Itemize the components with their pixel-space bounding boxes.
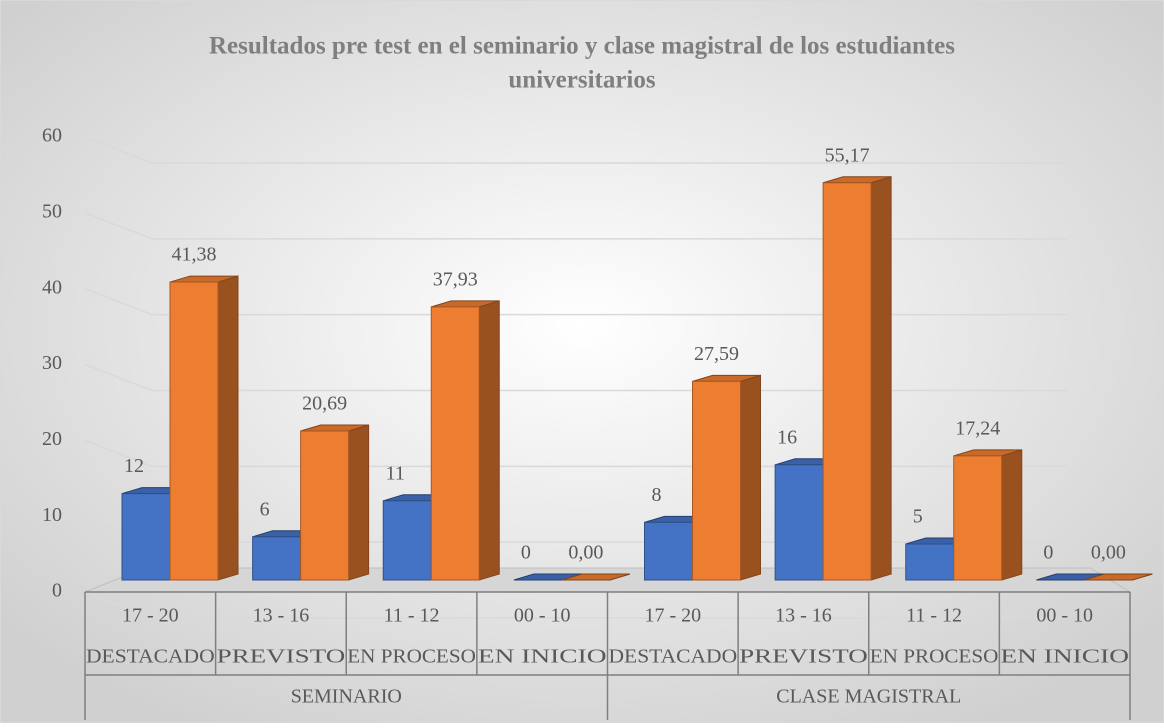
grid-line <box>84 287 1067 316</box>
y-tick-label: 30 <box>42 352 62 374</box>
data-label: 0 <box>1043 542 1053 564</box>
data-label: 0 <box>521 542 531 564</box>
bar-top <box>561 573 631 581</box>
x-tick-label: 17 - 20 <box>644 605 701 627</box>
x-group-label: SEMINARIO <box>291 686 402 708</box>
x-group-label: CLASE MAGISTRAL <box>776 686 961 708</box>
x-level-label: PREVISTO <box>739 646 868 668</box>
data-label: 8 <box>652 484 662 506</box>
bar <box>121 493 171 581</box>
bar <box>300 430 350 581</box>
data-label: 55,17 <box>825 144 870 166</box>
data-label: 16 <box>777 426 797 448</box>
x-tick-label: 00 - 10 <box>514 605 571 627</box>
data-label: 0,00 <box>568 542 603 564</box>
data-label: 12 <box>124 455 144 477</box>
y-tick-label: 40 <box>42 276 62 298</box>
data-label: 20,69 <box>302 393 347 415</box>
data-label: 37,93 <box>433 268 478 290</box>
x-tick-label: 11 - 12 <box>384 605 440 627</box>
x-level-label: PREVISTO <box>217 646 346 668</box>
chart-title: universitarios <box>508 67 655 94</box>
bar-side <box>478 300 500 581</box>
grid-line <box>84 439 1067 468</box>
data-label: 11 <box>386 462 405 484</box>
bar-side <box>217 275 239 581</box>
grid-line <box>84 591 1067 619</box>
y-tick-label: 0 <box>52 580 62 602</box>
y-tick-label: 60 <box>42 125 62 147</box>
bar <box>774 464 824 581</box>
bar <box>822 182 872 581</box>
y-tick-label: 10 <box>42 504 62 526</box>
x-level-label: EN PROCESO <box>870 646 999 668</box>
x-tick-label: 13 - 16 <box>775 605 832 627</box>
bar <box>953 455 1003 581</box>
x-tick-label: 13 - 16 <box>253 605 310 627</box>
bar-side <box>870 176 892 581</box>
chart-title: Resultados pre test en el seminario y cl… <box>209 33 955 60</box>
bar-side <box>740 374 761 581</box>
data-label: 41,38 <box>172 244 217 266</box>
data-label: 17,24 <box>955 417 1000 439</box>
grid-line <box>84 363 1067 392</box>
bar <box>692 380 741 581</box>
y-tick-label: 50 <box>42 200 62 222</box>
x-level-label: EN INICIO <box>478 646 607 668</box>
grid-line <box>84 136 1067 164</box>
bar-side <box>348 424 370 581</box>
y-tick-label: 20 <box>42 428 62 450</box>
bar-top <box>1084 573 1153 581</box>
bar <box>252 536 302 581</box>
x-level-label: DESTACADO <box>609 646 738 668</box>
data-label: 0,00 <box>1091 542 1126 564</box>
bar <box>382 500 432 581</box>
x-tick-label: 00 - 10 <box>1036 605 1093 627</box>
bar-side <box>1001 449 1023 581</box>
data-label: 27,59 <box>694 343 739 365</box>
x-tick-label: 11 - 12 <box>906 605 962 627</box>
x-level-label: EN INICIO <box>1000 646 1129 668</box>
bar <box>430 306 480 581</box>
x-level-label: EN PROCESO <box>347 646 476 668</box>
data-label: 6 <box>260 498 270 520</box>
bar <box>644 521 693 581</box>
x-tick-label: 17 - 20 <box>122 605 179 627</box>
data-label: 5 <box>913 506 923 528</box>
x-level-label: DESTACADO <box>86 646 215 668</box>
grid-line <box>84 212 1067 240</box>
bar <box>169 281 219 581</box>
bar <box>905 543 955 581</box>
